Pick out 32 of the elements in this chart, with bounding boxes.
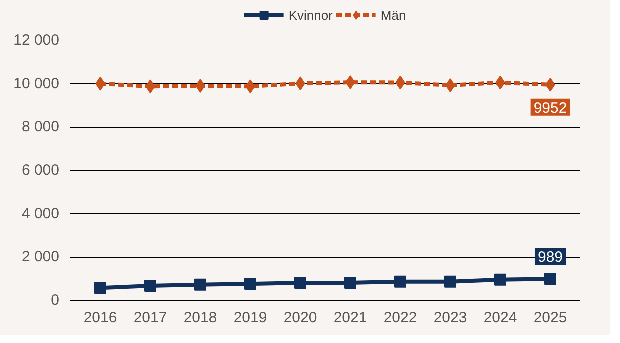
y-tick-label: 10 000: [14, 75, 60, 92]
x-tick-label: 2016: [84, 310, 118, 326]
legend-label: Män: [380, 8, 406, 22]
data-label: 9952: [534, 100, 568, 117]
x-tick-label: 2021: [334, 310, 368, 326]
point: [544, 273, 556, 286]
x-tick-label: 2025: [534, 310, 568, 326]
y-tick-label: 8 000: [22, 118, 60, 136]
data-label: 989: [538, 249, 564, 266]
point: [144, 280, 156, 292]
y-tick-label: 12 000: [14, 32, 60, 49]
x-tick-label: 2023: [434, 310, 468, 326]
point: [94, 282, 106, 294]
point: [196, 79, 206, 93]
y-tick-label: 4 000: [22, 205, 60, 222]
x-tick-label: 2017: [134, 310, 168, 326]
point: [444, 276, 456, 288]
point: [244, 278, 256, 290]
x-tick-label: 2022: [384, 310, 418, 326]
point: [294, 276, 306, 289]
x-tick-label: 2018: [184, 310, 218, 326]
y-tick-label: 0: [51, 292, 60, 309]
point: [394, 276, 406, 288]
point: [344, 276, 356, 289]
x-tick-label: 2020: [284, 310, 318, 326]
x-tick-label: 2019: [234, 310, 268, 326]
legend-label: Kvinnor: [288, 8, 333, 22]
point: [494, 274, 506, 286]
y-tick-label: 6 000: [22, 162, 60, 179]
x-tick-label: 2024: [484, 310, 518, 326]
y-tick-label: 2 000: [22, 248, 60, 266]
point: [194, 278, 206, 291]
